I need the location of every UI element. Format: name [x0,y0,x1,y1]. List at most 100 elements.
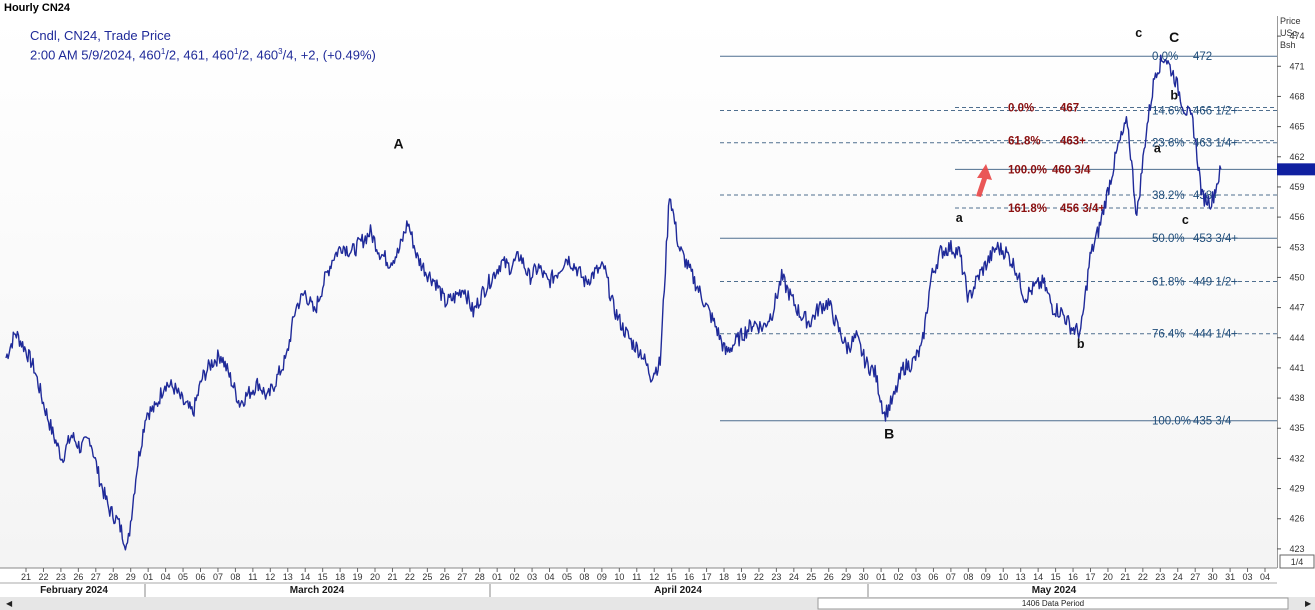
date-tick-label: 16 [1068,572,1078,582]
date-tick-label: 30 [859,572,869,582]
elliott-wave-label: a [956,211,964,225]
elliott-wave-label: b [1170,88,1178,102]
axis-unit-price: Price [1280,16,1301,26]
date-tick-label: 07 [213,572,223,582]
price-tick-label: 459 [1289,182,1304,192]
price-tick-label: 471 [1289,61,1304,71]
price-axis-panel [1277,16,1315,568]
price-tick-label: 474 [1289,31,1304,41]
date-tick-label: 10 [998,572,1008,582]
date-tick-label: 19 [736,572,746,582]
current-price-marker [1277,163,1315,176]
date-tick-label: 31 [1225,572,1235,582]
price-tick-label: 450 [1289,272,1304,282]
fib-projection-pct: 61.8% [1008,136,1041,148]
date-tick-label: 04 [545,572,555,582]
price-tick-label: 444 [1289,333,1304,343]
date-tick-label: 23 [1155,572,1165,582]
fib-projection-value: 467 [1060,102,1079,114]
elliott-wave-label: a [1154,142,1162,156]
legend-high-low: /2, 461, 460 [165,47,234,63]
date-tick-label: 06 [195,572,205,582]
date-tick-label: 01 [143,572,153,582]
date-tick-label: 27 [91,572,101,582]
date-tick-label: 17 [1085,572,1095,582]
date-tick-label: 13 [283,572,293,582]
date-tick-label: 19 [353,572,363,582]
chart-title: Hourly CN24 [4,2,71,14]
legend-date-open: 2:00 AM 5/9/2024, 460 [30,47,161,63]
date-tick-label: 22 [38,572,48,582]
date-tick-label: 22 [754,572,764,582]
date-tick-label: 17 [702,572,712,582]
price-tick-label: 453 [1289,242,1304,252]
elliott-wave-label: b [1077,337,1085,351]
date-tick-label: 25 [806,572,816,582]
price-axis: 423 426 429 432 435 438 441 444 447 450 453 456 459 4… [1277,16,1315,569]
date-tick-label: 26 [440,572,450,582]
price-line[interactable] [5,54,1222,551]
fib-retracement-pct: 61.8% [1152,276,1185,288]
corner-box[interactable] [1279,554,1315,569]
date-tick-label: 28 [108,572,118,582]
fib-retracement-pct: 14.6% [1152,106,1185,118]
date-tick-label: 23 [56,572,66,582]
fib-projection-value: 463+ [1060,136,1086,148]
elliott-wave-label: c [1135,26,1142,40]
fib-retracement-pct: 38.2% [1152,190,1185,202]
date-tick-label: 03 [527,572,537,582]
date-tick-label: 25 [422,572,432,582]
date-tick-label: 18 [719,572,729,582]
date-tick-label: 15 [1051,572,1061,582]
annotation-marks [976,164,992,197]
axis-unit-currency: USc [1280,28,1298,38]
date-tick-label: 26 [824,572,834,582]
date-axis: 21 22 23 26 27 28 29 01 04 05 06 07 08 11 12 13 14 15 18 19… [0,567,1315,610]
date-tick-label: 24 [1173,572,1183,582]
price-series [5,54,1222,551]
scroll-left-icon: ◀ [6,599,13,608]
date-tick-label: 05 [178,572,188,582]
upward-arrow-icon [976,164,992,197]
price-tick-label: 447 [1289,303,1304,313]
price-tick-label: 438 [1289,393,1304,403]
legend-frac-num-3: 3 [278,47,283,56]
date-tick-label: 04 [1260,572,1270,582]
price-tick-label: 441 [1289,363,1304,373]
scroll-right-icon: ▶ [1305,599,1312,608]
date-tick-label: 28 [475,572,485,582]
axis-unit-bushel: Bsh [1280,40,1296,50]
date-tick-label: 23 [771,572,781,582]
date-tick-label: 12 [265,572,275,582]
date-tick-label: 07 [946,572,956,582]
date-tick-label: 29 [841,572,851,582]
elliott-wave-label: C [1169,29,1179,45]
date-tick-label: 21 [1120,572,1130,582]
elliott-wave-label: A [393,136,403,152]
date-tick-label: 02 [510,572,520,582]
scrollbar-thumb[interactable] [817,597,1289,610]
date-tick-label: 27 [1190,572,1200,582]
date-tick-label: 16 [684,572,694,582]
date-tick-label: 03 [911,572,921,582]
price-tick-label: 432 [1289,453,1304,463]
fib-projection-pct: 0.0% [1008,102,1034,114]
date-tick-label: 15 [667,572,677,582]
month-label: April 2024 [654,585,702,596]
date-tick-label: 14 [1033,572,1043,582]
date-tick-label: 22 [1138,572,1148,582]
date-tick-label: 02 [894,572,904,582]
fib-retracement-pct: 50.0% [1152,233,1185,245]
price-tick-label: 465 [1289,122,1304,132]
price-tick-label: 456 [1289,212,1304,222]
date-tick-label: 06 [928,572,938,582]
fib-retracement-value: 453 3/4+ [1193,233,1238,245]
fib-projection-pct: 100.0% [1008,164,1047,176]
fib-retracement-value: 435 3/4 [1193,416,1232,428]
legend-frac-num-2: 1 [233,47,239,56]
month-label: March 2024 [290,585,345,596]
price-tick-label: 462 [1289,152,1304,162]
plot-area[interactable] [0,16,1277,568]
